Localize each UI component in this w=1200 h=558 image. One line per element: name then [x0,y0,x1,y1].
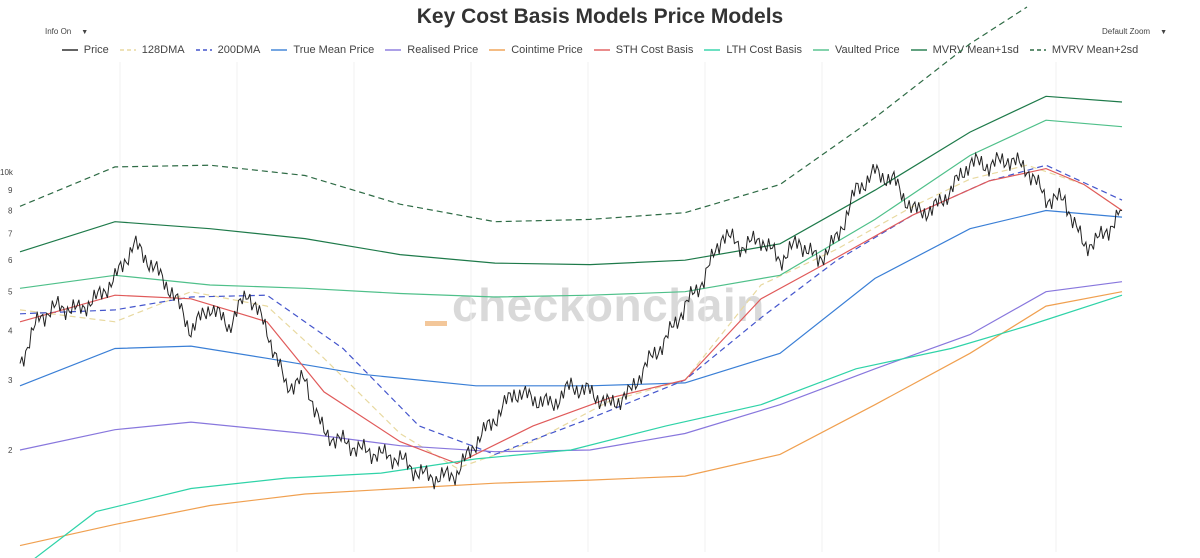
legend-swatch [910,49,927,51]
legend-label: 128DMA [141,44,185,56]
y-tick-label: 6 [8,256,13,265]
legend-item[interactable]: Cointime Price [489,44,583,56]
y-tick-label: 9 [8,186,13,195]
y-tick-label: 3 [8,376,13,385]
legend-item[interactable]: STH Cost Basis [593,44,694,56]
chevron-down-icon: ▼ [81,29,89,36]
legend-item[interactable]: MVRV Mean+2sd [1029,44,1139,56]
series-line-mvrv-mean-2sd [19,6,1028,223]
legend-swatch [385,49,402,51]
legend-label: True Mean Price [293,44,375,56]
legend-label: 200DMA [217,44,261,56]
legend-item[interactable]: MVRV Mean+1sd [910,44,1019,56]
legend-swatch [704,49,721,51]
watermark-bar [425,321,447,326]
y-tick-label: 4 [8,326,13,335]
watermark: checkonchain [425,278,765,332]
legend-swatch [271,49,288,51]
y-tick-label: 10k [0,168,14,177]
legend-label: Price [83,44,109,56]
info-toggle-label: Info On [45,27,72,36]
legend-label: Realised Price [407,44,479,56]
legend-item[interactable]: LTH Cost Basis [704,44,802,56]
legend-swatch [812,49,829,51]
series-line-vaulted-price [19,119,1123,298]
legend-item[interactable]: Realised Price [385,44,478,56]
legend-item[interactable]: 128DMA [119,44,185,56]
series-line-cointime-price [19,291,1123,547]
series-line-price [19,151,1123,490]
legend-label: LTH Cost Basis [726,44,802,56]
legend: Price 128DMA 200DMA True Mean Price Realised… [0,44,1200,56]
legend-swatch [489,49,506,51]
legend-item[interactable]: True Mean Price [271,44,374,56]
y-tick-label: 5 [8,288,13,297]
legend-item[interactable]: Vaulted Price [812,44,900,56]
info-toggle[interactable]: Info On ▼ [45,27,88,36]
series-line-realised-price [19,281,1123,453]
zoom-toggle-label: Default Zoom [1102,27,1151,36]
chart-title: Key Cost Basis Models Price Models [416,5,784,28]
legend-swatch [593,49,610,51]
series-line-200dma [19,164,1123,456]
series-line-sth-cost-basis [19,167,1123,465]
legend-label: Cointime Price [511,44,583,56]
chevron-down-icon: ▼ [1160,29,1167,36]
y-tick-label: 7 [8,230,13,239]
series-line-true-mean-price [19,209,1123,387]
legend-label: MVRV Mean+2sd [1051,44,1139,56]
legend-label: Vaulted Price [834,44,900,56]
legend-swatch [1029,49,1046,51]
y-tick-label: 2 [8,446,13,455]
legend-label: STH Cost Basis [615,44,694,56]
legend-swatch [119,49,136,51]
legend-swatch [195,49,212,51]
zoom-toggle[interactable]: Default Zoom ▼ [1102,27,1167,36]
legend-swatch [61,49,78,51]
watermark-text: checkonchain [452,279,765,331]
series-line-128dma [19,164,1123,469]
legend-item[interactable]: Price [61,44,109,56]
legend-item[interactable]: 200DMA [195,44,261,56]
y-tick-label: 8 [8,207,13,216]
series-line-mvrv-mean-1sd [19,95,1123,266]
series-line-lth-cost-basis [34,294,1123,558]
legend-label: MVRV Mean+1sd [932,44,1019,56]
